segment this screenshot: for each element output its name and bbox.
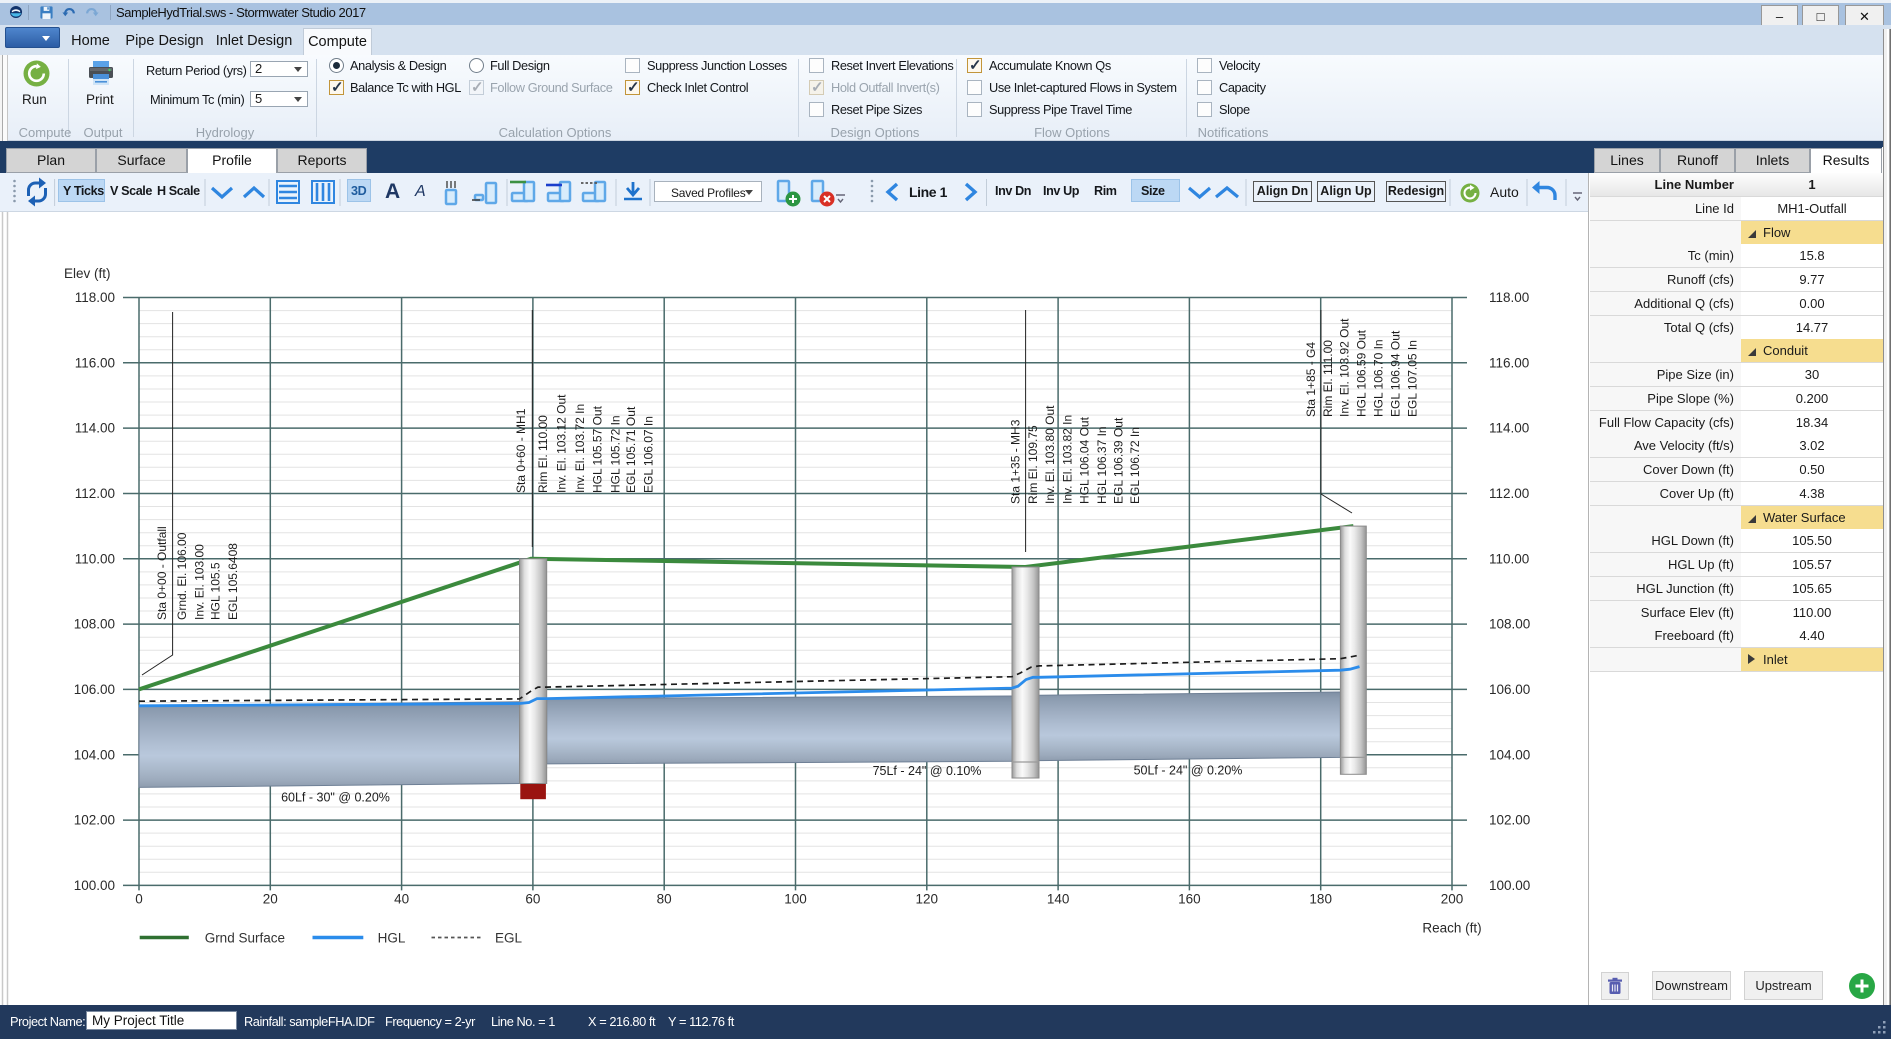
svg-text:HGL 105.5: HGL 105.5 bbox=[209, 562, 223, 620]
svg-text:75Lf - 24" @ 0.10%: 75Lf - 24" @ 0.10% bbox=[873, 764, 982, 778]
svg-text:Inv. El. 103.80 Out: Inv. El. 103.80 Out bbox=[1043, 405, 1057, 504]
svg-text:HGL 106.04 Out: HGL 106.04 Out bbox=[1078, 416, 1092, 504]
svg-text:EGL 107.05 In: EGL 107.05 In bbox=[1406, 340, 1420, 417]
svg-text:HGL: HGL bbox=[378, 931, 406, 946]
svg-text:20: 20 bbox=[263, 892, 278, 907]
svg-text:160: 160 bbox=[1178, 892, 1201, 907]
svg-text:110.00: 110.00 bbox=[75, 551, 115, 566]
svg-text:100.00: 100.00 bbox=[74, 878, 115, 893]
svg-text:50Lf - 24" @ 0.20%: 50Lf - 24" @ 0.20% bbox=[1134, 764, 1243, 778]
svg-text:EGL 106.07 In: EGL 106.07 In bbox=[642, 416, 656, 493]
svg-text:HGL 106.37 In: HGL 106.37 In bbox=[1095, 426, 1109, 504]
svg-text:EGL 106.94 Out: EGL 106.94 Out bbox=[1389, 330, 1403, 417]
svg-text:Inv. El. 103.82 In: Inv. El. 103.82 In bbox=[1061, 415, 1075, 504]
svg-text:102.00: 102.00 bbox=[1489, 813, 1530, 828]
svg-text:120: 120 bbox=[916, 892, 939, 907]
svg-text:Rim El. 109.75: Rim El. 109.75 bbox=[1026, 425, 1040, 504]
svg-text:HGL 105.57 Out: HGL 105.57 Out bbox=[591, 405, 605, 493]
svg-text:Sta 0+60 - MH1: Sta 0+60 - MH1 bbox=[514, 408, 528, 493]
svg-text:A: A bbox=[385, 180, 400, 203]
svg-text:Grnd Surface: Grnd Surface bbox=[205, 931, 285, 946]
svg-text:116.00: 116.00 bbox=[1489, 355, 1529, 370]
svg-text:140: 140 bbox=[1047, 892, 1070, 907]
svg-text:Rim El. 110.00: Rim El. 110.00 bbox=[536, 415, 550, 493]
svg-text:EGL 105.6408: EGL 105.6408 bbox=[226, 543, 240, 620]
svg-text:102.00: 102.00 bbox=[74, 813, 115, 828]
svg-text:Inv. El. 103.00: Inv. El. 103.00 bbox=[193, 544, 207, 620]
svg-text:Inv. El. 103.72 In: Inv. El. 103.72 In bbox=[573, 404, 587, 493]
svg-text:116.00: 116.00 bbox=[75, 355, 115, 370]
svg-text:Inv. El. 103.12 Out: Inv. El. 103.12 Out bbox=[555, 394, 569, 493]
svg-text:Sta 1+85 - G4: Sta 1+85 - G4 bbox=[1304, 342, 1318, 417]
svg-text:100.00: 100.00 bbox=[1489, 878, 1530, 893]
svg-text:108.00: 108.00 bbox=[1489, 617, 1530, 632]
svg-text:EGL 105.71 Out: EGL 105.71 Out bbox=[624, 406, 638, 493]
svg-text:EGL: EGL bbox=[495, 931, 523, 946]
svg-text:HGL 106.59 Out: HGL 106.59 Out bbox=[1355, 329, 1369, 417]
svg-text:110.00: 110.00 bbox=[1489, 551, 1529, 566]
svg-text:HGL 106.70 In: HGL 106.70 In bbox=[1372, 339, 1386, 417]
svg-text:60Lf - 30" @ 0.20%: 60Lf - 30" @ 0.20% bbox=[281, 791, 390, 805]
svg-text:112.00: 112.00 bbox=[1489, 486, 1529, 501]
svg-text:112.00: 112.00 bbox=[75, 486, 115, 501]
svg-text:Reach (ft): Reach (ft) bbox=[1422, 921, 1481, 936]
svg-text:60: 60 bbox=[525, 892, 540, 907]
svg-text:200: 200 bbox=[1441, 892, 1464, 907]
svg-text:104.00: 104.00 bbox=[1489, 747, 1530, 762]
svg-text:118.00: 118.00 bbox=[75, 290, 115, 305]
svg-text:108.00: 108.00 bbox=[74, 617, 115, 632]
svg-text:114.00: 114.00 bbox=[1489, 421, 1529, 436]
svg-text:106.00: 106.00 bbox=[1489, 682, 1530, 697]
svg-text:Inv. El. 103.92 Out: Inv. El. 103.92 Out bbox=[1338, 318, 1352, 417]
svg-text:Elev (ft): Elev (ft) bbox=[64, 266, 111, 281]
svg-text:Rim El. 111.00: Rim El. 111.00 bbox=[1321, 340, 1335, 417]
svg-text:114.00: 114.00 bbox=[75, 421, 115, 436]
svg-text:100: 100 bbox=[784, 892, 807, 907]
svg-text:HGL 105.72 In: HGL 105.72 In bbox=[609, 415, 623, 493]
svg-text:40: 40 bbox=[394, 892, 409, 907]
svg-text:0: 0 bbox=[135, 892, 143, 907]
svg-text:180: 180 bbox=[1309, 892, 1332, 907]
svg-text:Sta 0+00 - Outfall: Sta 0+00 - Outfall bbox=[155, 526, 169, 620]
svg-text:80: 80 bbox=[657, 892, 672, 907]
svg-text:A: A bbox=[414, 183, 426, 200]
svg-text:118.00: 118.00 bbox=[1489, 290, 1529, 305]
svg-text:EGL 106.72 In: EGL 106.72 In bbox=[1128, 427, 1142, 504]
svg-text:Sta 1+35 - MH3: Sta 1+35 - MH3 bbox=[1009, 419, 1023, 504]
svg-text:106.00: 106.00 bbox=[74, 682, 115, 697]
svg-text:104.00: 104.00 bbox=[74, 747, 115, 762]
svg-text:EGL 106.39 Out: EGL 106.39 Out bbox=[1112, 417, 1126, 504]
svg-text:Grnd. El. 106.00: Grnd. El. 106.00 bbox=[175, 532, 189, 620]
